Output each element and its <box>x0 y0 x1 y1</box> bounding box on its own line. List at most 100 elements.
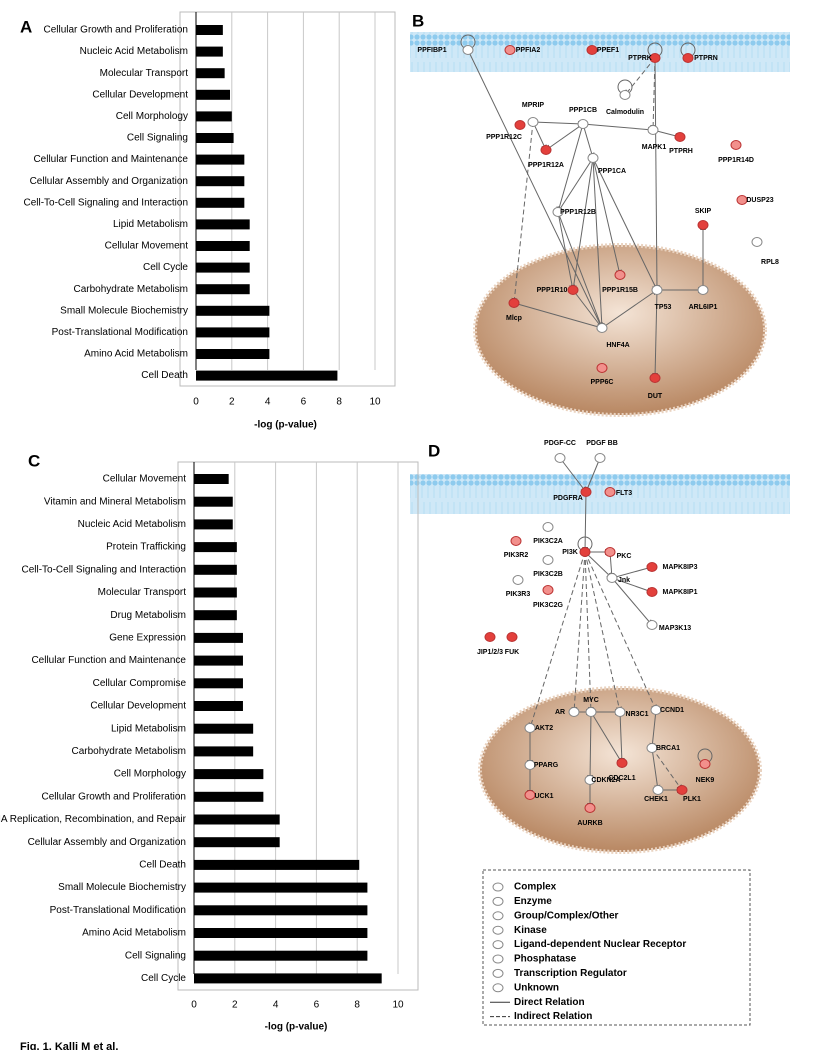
category-label: Cell Death <box>141 370 188 381</box>
node-label: AR <box>555 709 565 716</box>
bar <box>194 678 243 689</box>
legend-box <box>482 869 751 1026</box>
bar <box>196 370 338 381</box>
node <box>646 587 658 597</box>
category-label: Amino Acid Metabolism <box>82 928 186 939</box>
node <box>651 285 663 295</box>
category-label: Nucleic Acid Metabolism <box>78 519 186 530</box>
node-label: PPP1CB <box>569 107 597 114</box>
node-label: JIP1/2/3 <box>477 649 503 656</box>
node-label: CHEK1 <box>644 796 668 803</box>
bar <box>196 176 245 187</box>
category-label: DNA Replication, Recombination, and Repa… <box>0 814 187 825</box>
relation <box>592 157 605 329</box>
bar <box>196 46 223 57</box>
node-label: PKC <box>617 553 632 560</box>
relation <box>557 211 576 291</box>
category-label: Protein Trafficking <box>106 542 186 553</box>
node <box>542 555 554 565</box>
bar <box>194 474 229 484</box>
relation <box>651 747 683 791</box>
node-label: SKIP <box>695 208 712 215</box>
node-label: PPARG <box>534 762 559 769</box>
node <box>604 487 616 497</box>
bar <box>194 905 368 916</box>
bar <box>194 837 280 848</box>
node-label: RPL8 <box>761 259 779 266</box>
relation <box>649 709 657 749</box>
category-label: Small Molecule Biochemistry <box>58 882 186 893</box>
legend-icon <box>492 983 504 993</box>
x-tick-label: 2 <box>229 397 235 408</box>
node <box>596 323 608 333</box>
node-label: PPP1R12B <box>560 209 596 216</box>
category-label: Molecular Transport <box>98 587 187 598</box>
panel-label: B <box>412 11 424 30</box>
node <box>586 45 598 55</box>
node <box>542 522 554 532</box>
node <box>736 195 748 205</box>
bar <box>194 564 237 575</box>
node-label: TP53 <box>655 304 672 311</box>
relation <box>611 577 653 626</box>
relation <box>592 157 622 276</box>
node <box>554 453 566 463</box>
category-label: Cell Cycle <box>141 973 186 984</box>
relation <box>601 289 658 329</box>
bar <box>194 950 368 961</box>
category-label: Cellular Development <box>90 701 186 712</box>
node <box>646 743 658 753</box>
node-label: PPP1R14D <box>718 157 754 164</box>
category-label: Cellular Function and Maintenance <box>33 154 188 165</box>
node-label: PIK3R2 <box>504 552 529 559</box>
category-label: Amino Acid Metabolism <box>84 349 188 360</box>
bar <box>194 791 264 802</box>
node <box>527 117 539 127</box>
node-label: PIK3C2B <box>533 571 563 578</box>
node-label: Jnk <box>618 577 630 584</box>
legend-label: Enzyme <box>514 896 552 907</box>
category-label: Cell Morphology <box>114 769 186 780</box>
relation <box>570 157 594 291</box>
bar <box>194 519 233 530</box>
x-axis-label: -log (p-value) <box>254 420 317 431</box>
node-label: Calmodulin <box>606 109 644 116</box>
x-tick-label: 8 <box>336 397 342 408</box>
node <box>506 632 518 642</box>
bar <box>196 305 270 316</box>
node-label: UCK1 <box>534 793 553 800</box>
x-axis-label: -log (p-value) <box>265 1022 328 1033</box>
node-label: PPFIA2 <box>516 47 541 54</box>
node <box>484 632 496 642</box>
category-label: Nucleic Acid Metabolism <box>80 46 188 57</box>
node <box>512 575 524 585</box>
panel-label: D <box>428 441 440 460</box>
node-label: PDGF-CC <box>544 440 576 447</box>
relation <box>590 711 623 764</box>
relation <box>584 551 657 711</box>
node-label: FLT3 <box>616 490 632 497</box>
plot-frame <box>179 11 396 387</box>
node <box>594 453 606 463</box>
bar <box>196 219 250 230</box>
relation <box>584 551 622 713</box>
node-label: MAPK8IP1 <box>662 589 697 596</box>
bar <box>194 859 360 870</box>
node-label: AKT2 <box>535 725 553 732</box>
node-label: PPP6C <box>591 379 614 386</box>
node <box>682 53 694 63</box>
node <box>542 585 554 595</box>
node-label: MAP3K13 <box>659 625 691 632</box>
category-label: Cellular Growth and Proliferation <box>41 791 186 802</box>
legend-icon <box>492 882 504 892</box>
legend-label: Unknown <box>514 982 559 993</box>
node-label: PPP1R15B <box>602 287 638 294</box>
node-label: PPP1R10 <box>537 287 568 294</box>
node-label: PPFIBP1 <box>417 47 446 54</box>
node <box>508 298 520 308</box>
x-tick-label: 10 <box>392 1000 404 1011</box>
legend-label: Kinase <box>514 925 547 936</box>
relation <box>556 123 584 213</box>
node-label: PI3K <box>562 549 578 556</box>
